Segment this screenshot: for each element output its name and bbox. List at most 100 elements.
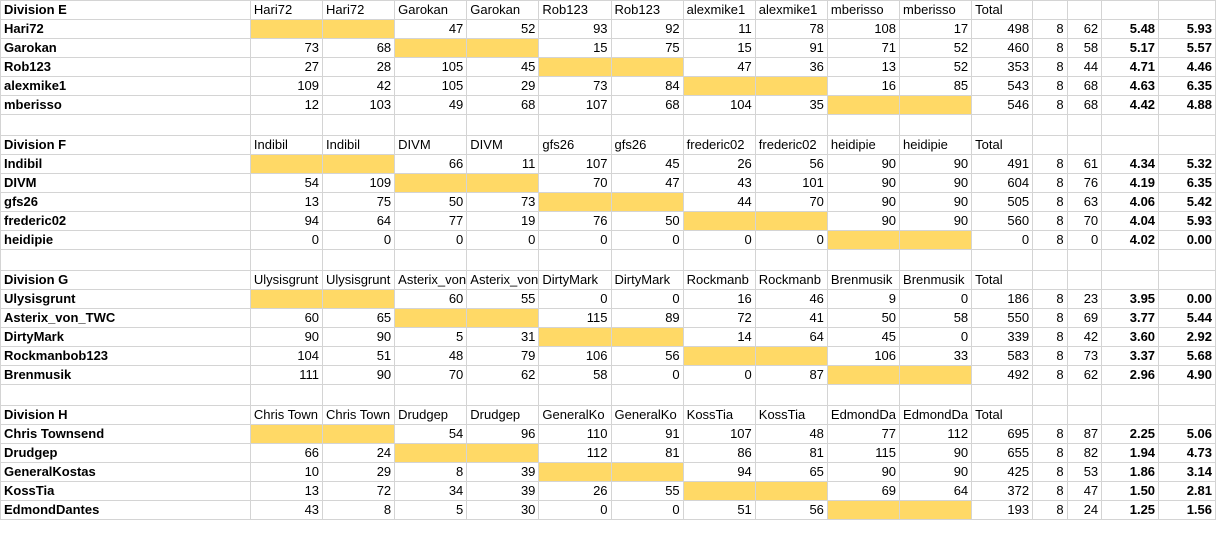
total-cell[interactable]: 546 — [971, 95, 1034, 115]
rating-cell[interactable]: 5.17 — [1101, 38, 1160, 58]
score-cell[interactable]: 35 — [754, 95, 828, 115]
score-cell[interactable]: 48 — [394, 346, 468, 366]
empty-cell[interactable] — [1032, 270, 1068, 290]
score-cell[interactable]: 30 — [466, 500, 540, 520]
division-title[interactable]: Division H — [0, 405, 251, 425]
score-cell[interactable]: 78 — [754, 19, 828, 39]
empty-cell[interactable] — [1158, 249, 1216, 271]
score-cell[interactable]: 90 — [899, 154, 973, 174]
score-cell[interactable]: 94 — [682, 462, 756, 482]
score-cell[interactable]: 96 — [466, 424, 540, 444]
column-header[interactable]: mberisso — [899, 0, 973, 20]
empty-cell[interactable] — [1101, 384, 1160, 406]
empty-cell[interactable] — [466, 384, 540, 406]
score-cell[interactable]: 111 — [249, 365, 324, 385]
total-cell[interactable]: 550 — [971, 308, 1034, 328]
score-cell[interactable]: 51 — [322, 346, 396, 366]
rating-cell[interactable]: 4.42 — [1101, 95, 1160, 115]
score-cell[interactable]: 65 — [754, 462, 828, 482]
score-cell[interactable]: 90 — [899, 443, 973, 463]
rating-cell[interactable]: 5.32 — [1158, 154, 1216, 174]
empty-cell[interactable] — [538, 114, 612, 136]
score-cell[interactable]: 14 — [682, 327, 756, 347]
rating-cell[interactable]: 3.77 — [1101, 308, 1160, 328]
average-cell[interactable]: 42 — [1066, 327, 1103, 347]
empty-cell[interactable] — [1158, 135, 1216, 155]
score-cell[interactable]: 0 — [610, 365, 684, 385]
rating-cell[interactable]: 5.68 — [1158, 346, 1216, 366]
empty-cell[interactable] — [826, 114, 901, 136]
empty-cell[interactable] — [682, 384, 756, 406]
player-name[interactable]: Brenmusik — [0, 365, 251, 385]
total-cell[interactable]: 460 — [971, 38, 1034, 58]
empty-cell[interactable] — [1066, 270, 1103, 290]
player-name[interactable]: Garokan — [0, 38, 251, 58]
score-cell[interactable]: 103 — [322, 95, 396, 115]
column-header[interactable]: Chris Town — [322, 405, 396, 425]
score-cell[interactable]: 109 — [322, 173, 396, 193]
empty-cell[interactable] — [971, 249, 1034, 271]
empty-cell[interactable] — [754, 114, 828, 136]
empty-cell[interactable] — [1158, 270, 1216, 290]
score-cell[interactable]: 16 — [682, 289, 756, 309]
column-header[interactable]: Total — [971, 0, 1034, 20]
self-match-cell[interactable] — [899, 500, 973, 520]
total-cell[interactable]: 604 — [971, 173, 1034, 193]
score-cell[interactable]: 24 — [322, 443, 396, 463]
score-cell[interactable]: 93 — [538, 19, 612, 39]
self-match-cell[interactable] — [466, 38, 540, 58]
self-match-cell[interactable] — [394, 173, 468, 193]
score-cell[interactable]: 17 — [899, 19, 973, 39]
score-cell[interactable]: 89 — [610, 308, 684, 328]
total-cell[interactable]: 193 — [971, 500, 1034, 520]
score-cell[interactable]: 50 — [610, 211, 684, 231]
player-name[interactable]: Rockmanbob123 — [0, 346, 251, 366]
games-cell[interactable]: 8 — [1032, 500, 1068, 520]
score-cell[interactable]: 64 — [322, 211, 396, 231]
score-cell[interactable]: 58 — [538, 365, 612, 385]
self-match-cell[interactable] — [899, 230, 973, 250]
self-match-cell[interactable] — [249, 19, 324, 39]
average-cell[interactable]: 24 — [1066, 500, 1103, 520]
average-cell[interactable]: 76 — [1066, 173, 1103, 193]
self-match-cell[interactable] — [682, 76, 756, 96]
score-cell[interactable]: 90 — [249, 327, 324, 347]
score-cell[interactable]: 107 — [538, 95, 612, 115]
empty-cell[interactable] — [610, 384, 684, 406]
empty-cell[interactable] — [1066, 405, 1103, 425]
rating-cell[interactable]: 5.48 — [1101, 19, 1160, 39]
score-cell[interactable]: 0 — [899, 289, 973, 309]
score-cell[interactable]: 0 — [754, 230, 828, 250]
score-cell[interactable]: 64 — [754, 327, 828, 347]
rating-cell[interactable]: 5.06 — [1158, 424, 1216, 444]
rating-cell[interactable]: 4.71 — [1101, 57, 1160, 77]
self-match-cell[interactable] — [394, 443, 468, 463]
score-cell[interactable]: 47 — [610, 173, 684, 193]
score-cell[interactable]: 0 — [682, 230, 756, 250]
score-cell[interactable]: 64 — [899, 481, 973, 501]
score-cell[interactable]: 60 — [249, 308, 324, 328]
empty-cell[interactable] — [899, 114, 973, 136]
total-cell[interactable]: 492 — [971, 365, 1034, 385]
self-match-cell[interactable] — [682, 481, 756, 501]
score-cell[interactable]: 43 — [249, 500, 324, 520]
self-match-cell[interactable] — [754, 76, 828, 96]
total-cell[interactable]: 372 — [971, 481, 1034, 501]
player-name[interactable]: Chris Townsend — [0, 424, 251, 444]
games-cell[interactable]: 8 — [1032, 95, 1068, 115]
column-header[interactable]: Brenmusik — [826, 270, 901, 290]
empty-cell[interactable] — [0, 249, 251, 271]
average-cell[interactable]: 87 — [1066, 424, 1103, 444]
score-cell[interactable]: 29 — [466, 76, 540, 96]
score-cell[interactable]: 0 — [610, 230, 684, 250]
column-header[interactable]: Total — [971, 405, 1034, 425]
player-name[interactable]: Hari72 — [0, 19, 251, 39]
self-match-cell[interactable] — [826, 500, 901, 520]
empty-cell[interactable] — [394, 114, 468, 136]
column-header[interactable]: Indibil — [249, 135, 324, 155]
self-match-cell[interactable] — [322, 424, 396, 444]
score-cell[interactable]: 15 — [538, 38, 612, 58]
score-cell[interactable]: 46 — [754, 289, 828, 309]
score-cell[interactable]: 70 — [538, 173, 612, 193]
games-cell[interactable]: 8 — [1032, 57, 1068, 77]
